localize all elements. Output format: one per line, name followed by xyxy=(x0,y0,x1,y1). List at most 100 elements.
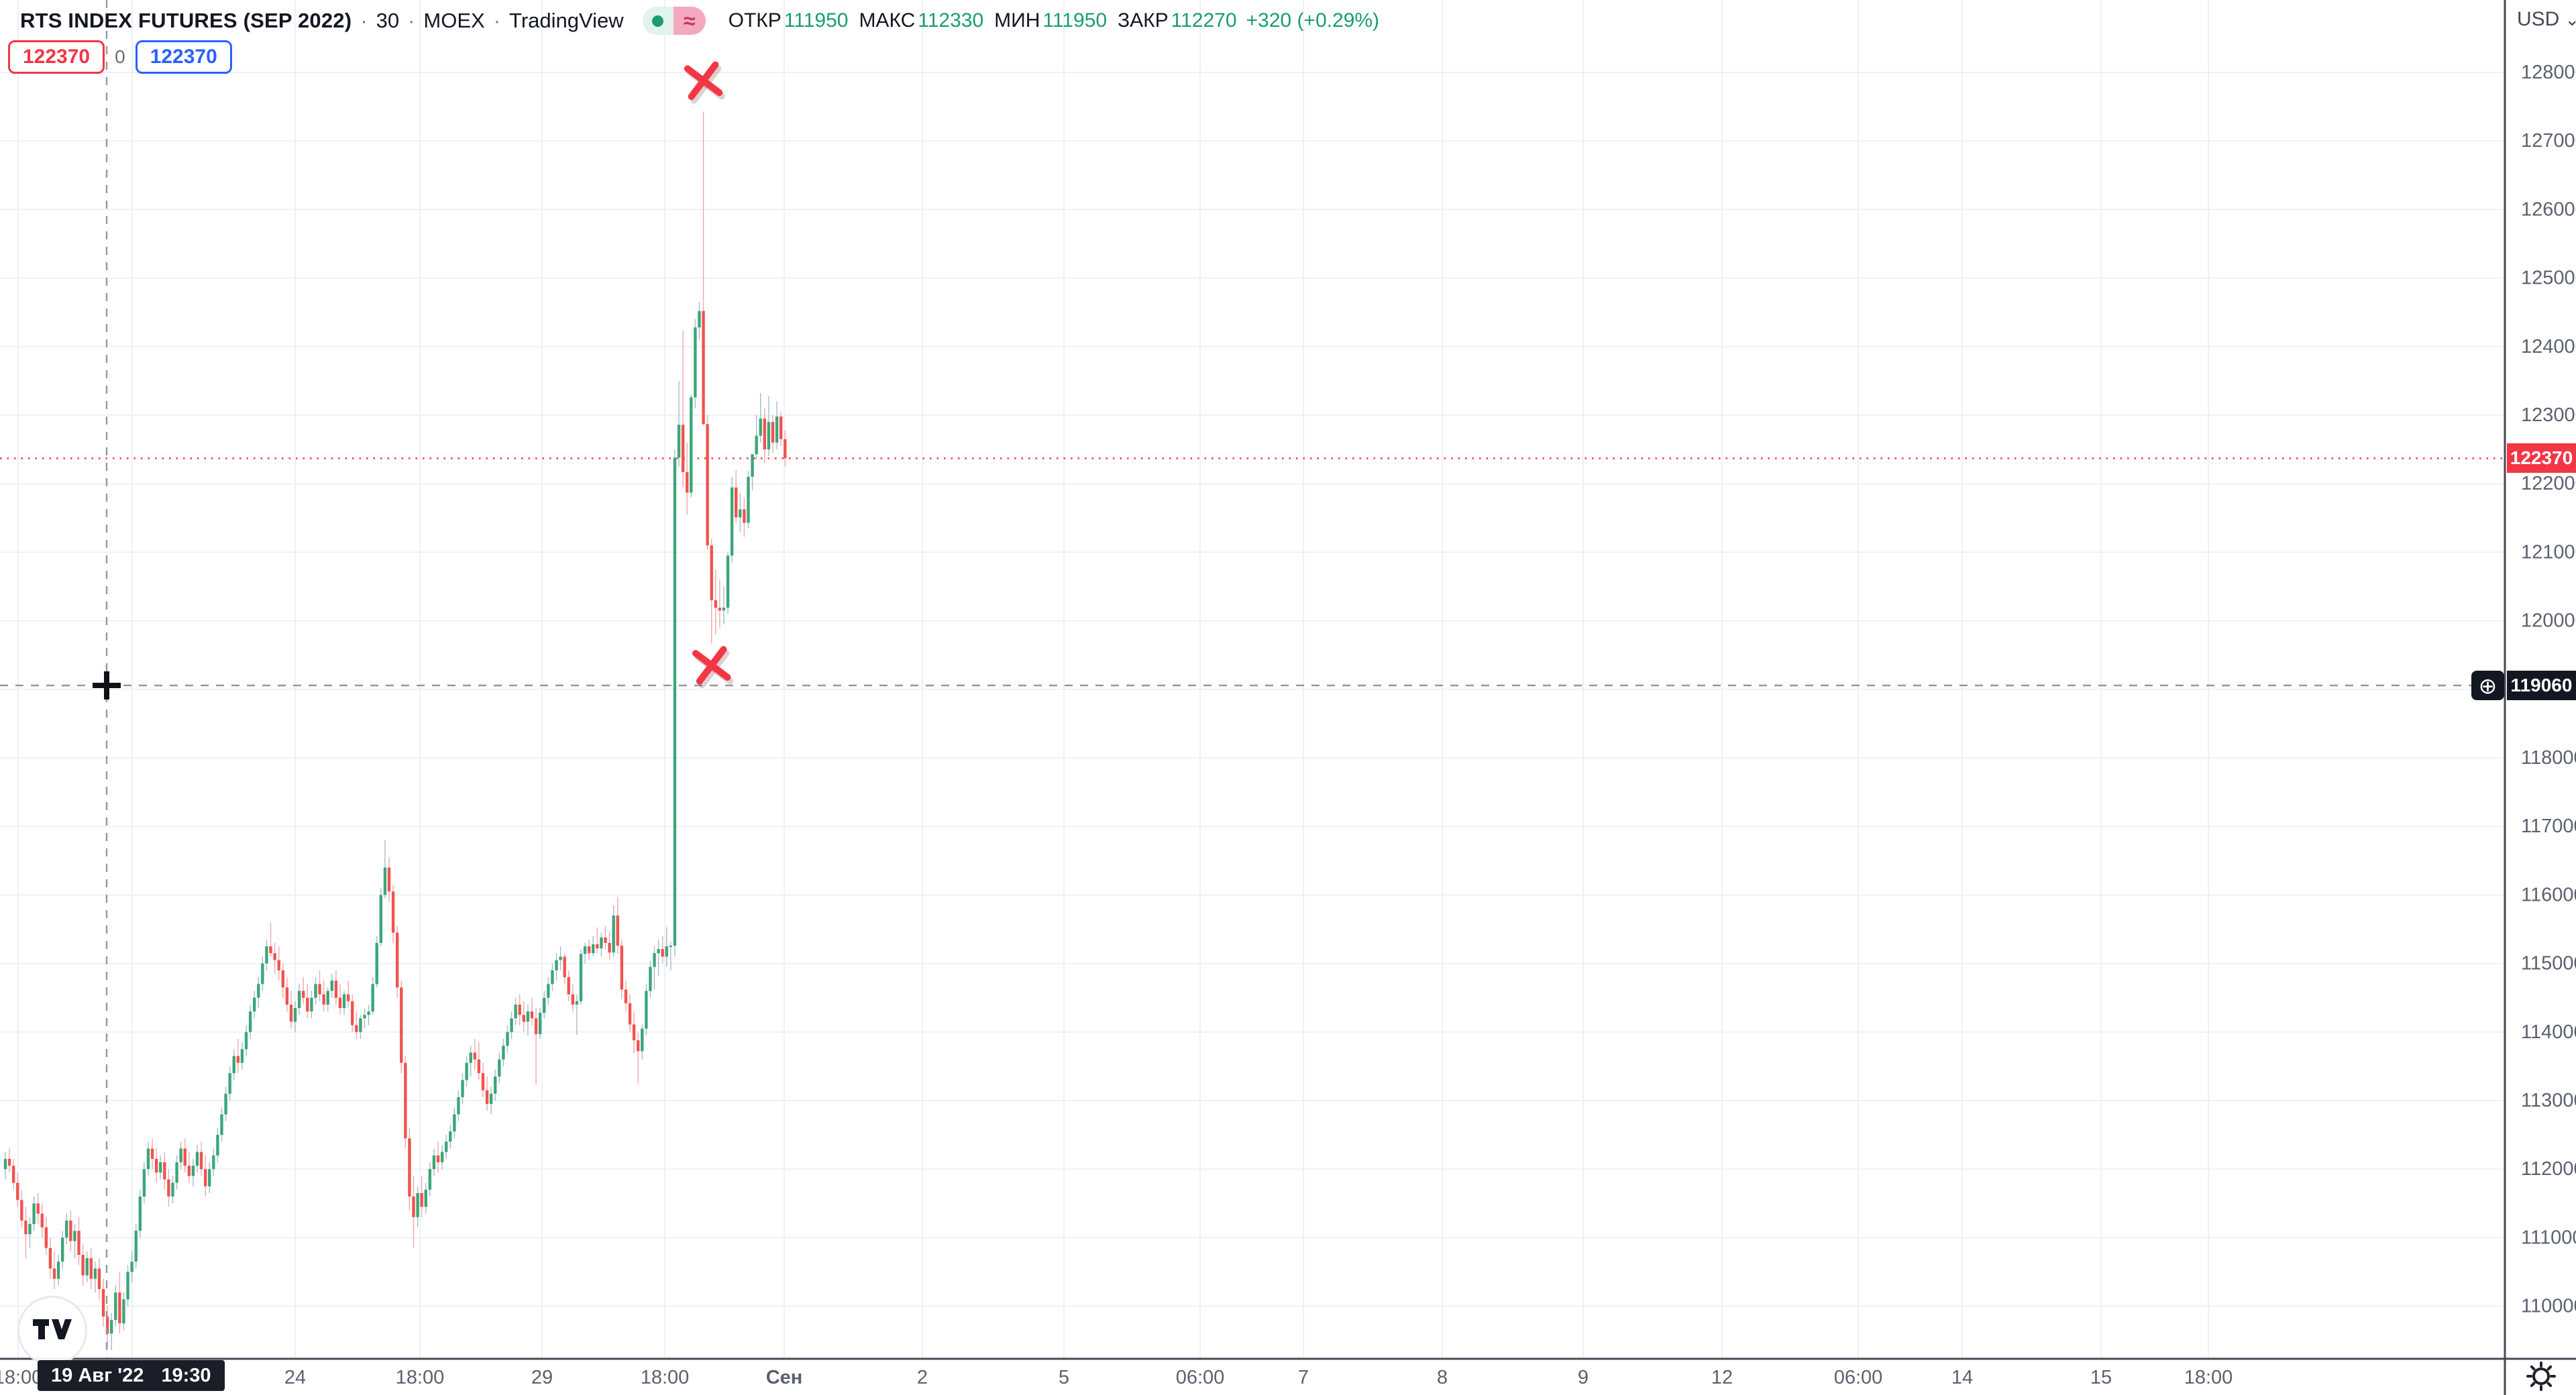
candle xyxy=(510,1018,513,1032)
candle xyxy=(199,1152,203,1170)
candle xyxy=(730,487,734,556)
candle xyxy=(244,1031,248,1050)
candle xyxy=(592,944,595,954)
interval-label[interactable]: 30 xyxy=(376,9,400,32)
candle xyxy=(236,1056,240,1063)
candle xyxy=(240,1049,244,1063)
candle xyxy=(269,946,272,954)
candle xyxy=(195,1152,199,1166)
candle xyxy=(596,944,599,949)
candle xyxy=(767,422,771,450)
candle xyxy=(101,1289,105,1317)
candle xyxy=(779,416,783,439)
candle xyxy=(3,1158,7,1170)
candle xyxy=(93,1268,97,1279)
candle xyxy=(97,1268,101,1290)
candle xyxy=(494,1076,497,1094)
candle xyxy=(477,1059,481,1074)
price-tick-label: 125000 xyxy=(2521,268,2576,289)
candle xyxy=(375,942,378,985)
price-tick-label: 118000 xyxy=(2521,747,2576,769)
candle xyxy=(649,966,652,991)
candle xyxy=(387,867,391,892)
market-status-badge[interactable]: ≈ xyxy=(642,7,706,35)
candle xyxy=(363,1015,366,1019)
candle xyxy=(428,1169,432,1190)
candle xyxy=(126,1272,129,1300)
tradingview-logo[interactable] xyxy=(17,1296,87,1365)
candle xyxy=(110,1320,113,1334)
price-tick-label: 113000 xyxy=(2521,1090,2576,1111)
price-tick-label: 126000 xyxy=(2521,199,2576,220)
add-alert-plus-button[interactable]: ⊕ xyxy=(2471,671,2504,700)
candle xyxy=(334,981,338,998)
candle xyxy=(302,991,305,998)
candle xyxy=(543,997,546,1013)
open-label: ОТКР xyxy=(728,9,782,32)
order-quantity: 0 xyxy=(115,46,125,67)
candle xyxy=(224,1093,227,1115)
low-value: 111950 xyxy=(1042,9,1108,32)
candle xyxy=(346,994,350,1001)
currency-selector[interactable]: USD ⌄ xyxy=(2517,8,2576,31)
candle xyxy=(612,915,615,953)
buy-order-chip[interactable]: 122370 xyxy=(135,40,232,74)
candle xyxy=(567,977,570,995)
trade-x-marker-icon[interactable] xyxy=(684,61,726,104)
exchange-label[interactable]: MOEX xyxy=(423,9,485,32)
candle xyxy=(763,418,767,450)
sell-order-chip[interactable]: 122370 xyxy=(8,40,105,74)
candle xyxy=(718,608,722,611)
delayed-data-icon: ≈ xyxy=(673,7,706,35)
timezone-settings-button[interactable] xyxy=(2522,1360,2560,1392)
time-tick-label: 8 xyxy=(1437,1367,1448,1388)
candle xyxy=(498,1059,501,1077)
candle xyxy=(261,963,264,985)
candle xyxy=(636,1040,640,1052)
candle xyxy=(547,984,550,998)
candle xyxy=(105,1316,109,1334)
time-tick-label: 18:00 xyxy=(0,1367,42,1388)
candle xyxy=(187,1166,191,1176)
price-tick-label: 127000 xyxy=(2521,130,2576,152)
candle xyxy=(743,509,746,523)
candle xyxy=(690,397,693,493)
candle xyxy=(645,991,648,1029)
candle xyxy=(420,1192,423,1207)
candle xyxy=(575,1001,579,1005)
price-tick-label: 120000 xyxy=(2521,610,2576,632)
candle xyxy=(641,1028,644,1052)
candle xyxy=(24,1220,28,1235)
low-label: МИН xyxy=(994,9,1040,32)
candle xyxy=(179,1148,182,1162)
time-tick-label: Сен xyxy=(766,1367,803,1388)
separator-dot: · xyxy=(360,9,368,32)
candle xyxy=(265,946,268,964)
candle xyxy=(322,994,325,1005)
candle xyxy=(444,1141,448,1152)
crosshair-price-label: 119060 xyxy=(2507,671,2576,700)
candle xyxy=(579,954,583,1001)
candle xyxy=(7,1158,11,1166)
candle xyxy=(20,1200,23,1221)
candle xyxy=(432,1155,436,1170)
time-tick-label: 06:00 xyxy=(1176,1367,1225,1388)
time-tick-label: 06:00 xyxy=(1834,1367,1883,1388)
time-tick-label: 18:00 xyxy=(2184,1367,2233,1388)
time-axis-labels[interactable]: 18:00 24 18:00 29 18:00 Сен 2 5 06:00 7 8 9 12 06:00 1… xyxy=(0,1367,2233,1388)
trade-x-marker-icon[interactable] xyxy=(692,646,734,689)
candle xyxy=(216,1135,219,1156)
candle xyxy=(44,1227,48,1248)
price-tick-label: 116000 xyxy=(2521,884,2576,905)
price-axis-labels[interactable]: 128000 127000 126000 125000 124000 123000 1220… xyxy=(2521,62,2576,1317)
candle xyxy=(118,1292,121,1324)
candles-layer xyxy=(3,111,787,1351)
price-tick-label: 122000 xyxy=(2521,473,2576,494)
candle xyxy=(751,454,754,477)
symbol-title[interactable]: RTS INDEX FUTURES (SEP 2022) xyxy=(20,9,352,32)
candle xyxy=(489,1093,493,1105)
candle xyxy=(506,1031,509,1046)
candle xyxy=(367,1011,370,1015)
ohlc-readout: ОТКР 111950 МАКС 112330 МИН 111950 ЗАКР … xyxy=(729,9,1379,32)
